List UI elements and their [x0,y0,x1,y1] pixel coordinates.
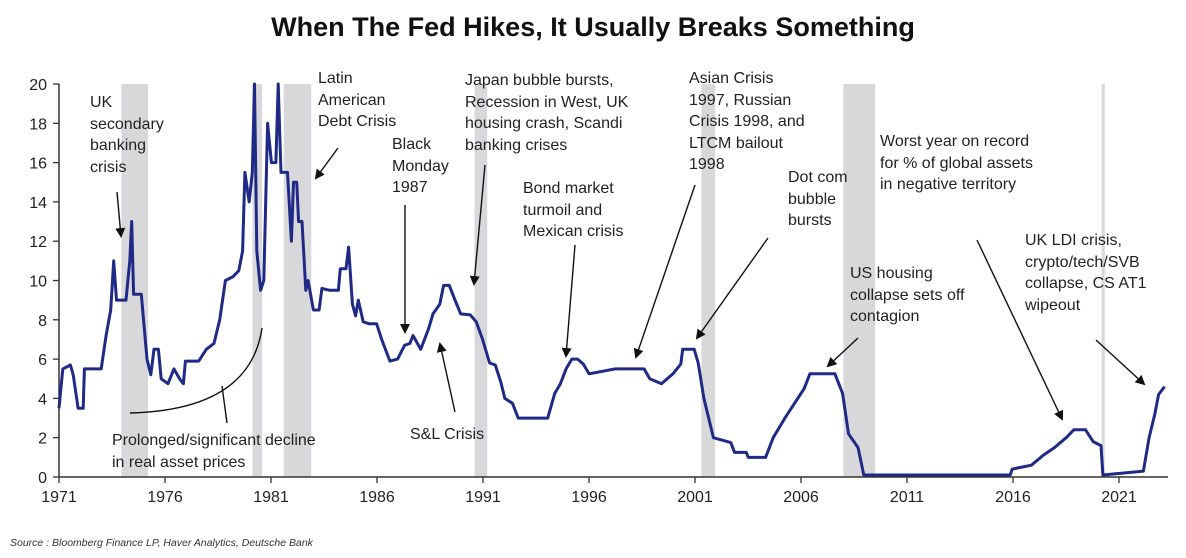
annotation-line: secondary [90,115,164,133]
annotation-real-asset-decline: Prolonged/significant decline in real ass… [112,430,316,473]
annotation-line: Mexican crisis [523,223,624,240]
annotation-line: crypto/tech/SVB [1025,253,1140,271]
annotation-line: 1987 [392,179,428,196]
shaded-period [252,84,263,477]
annotation-sl-crisis: S&L Crisis [410,424,484,446]
annotation-line: Latin [318,70,353,87]
annotation-arrow [561,244,576,358]
annotation-line: UK LDI crisis, [1025,232,1122,249]
rate-line [57,82,1166,477]
y-tick-label: 2 [38,431,47,448]
y-tick-label: 16 [29,156,47,173]
annotation-bond-market-turmoil: Bond market turmoil and Mexican crisis [523,178,623,243]
annotation-line: bursts [788,212,832,229]
annotation-line: LTCM bailout [689,134,783,152]
annotation-line: wipeout [1025,296,1081,314]
annotation-japan-bubble: Japan bubble bursts, Recession in West, U… [465,70,628,156]
annotation-line: 1998 [689,156,725,173]
annotation-arrow [826,337,859,368]
y-tick-label: 4 [38,391,47,408]
x-tick-label: 2011 [890,489,925,506]
annotation-line: American [318,91,386,109]
annotation-line: bubble [788,190,837,208]
shaded-period [701,84,716,477]
annotation-line: Asian Crisis [689,70,774,87]
annotation-line: in negative territory [880,176,1017,193]
shaded-period [843,84,876,477]
annotation-uk-ldi-svb: UK LDI crisis, crypto/tech/SVB collapse, C… [1025,230,1147,316]
x-tick-label: 1971 [41,489,77,506]
annotation-line: Debt Crisis [318,113,397,130]
annotation-black-monday: Black Monday 1987 [392,134,449,199]
x-tick-label: 1996 [571,489,607,506]
annotation-asian-russian-ltcm: Asian Crisis 1997, Russian Crisis 1998, an… [689,68,805,176]
annotation-uk-secondary-banking: UK secondary banking crisis [90,92,164,178]
annotation-arrow [633,184,696,359]
x-tick-label: 2006 [783,489,819,506]
annotation-line: collapse, CS AT1 [1025,275,1147,292]
source-note: Source : Bloomberg Finance LP, Haver Ana… [10,537,313,549]
annotation-line: S&L Crisis [410,426,485,443]
annotation-line: banking crises [465,136,568,154]
annotation-line: contagion [850,308,920,325]
annotation-arrow [314,147,339,180]
annotation-line: US housing [850,265,933,282]
annotation-line: UK [90,94,113,111]
annotation-line: 1997, Russian [689,91,792,109]
annotation-line: Japan bubble bursts, [465,72,614,89]
annotation-arrow [436,342,456,413]
chart-title: When The Fed Hikes, It Usually Breaks So… [271,12,915,42]
annotation-line: crisis [90,158,127,176]
annotation-arrow [695,237,769,340]
annotation-line: banking [90,137,147,154]
y-tick-label: 14 [29,195,47,212]
annotation-line: Monday [392,157,449,175]
annotation-line: Crisis 1998, and [689,113,805,130]
x-tick-label: 2001 [677,489,713,506]
annotation-line: Worst year on record [880,133,1030,150]
y-tick-label: 20 [29,77,47,94]
y-tick-label: 8 [38,313,47,330]
decline-pointer [221,385,228,424]
annotation-line: Bond market [523,180,614,197]
annotation-arrow [115,191,126,238]
x-tick-label: 2021 [1101,489,1137,506]
shaded-period [1101,84,1105,477]
annotation-arrow [469,164,486,286]
annotation-line: collapse sets off [850,286,965,304]
y-tick-label: 12 [29,234,47,251]
y-tick-label: 0 [38,470,47,487]
x-tick-label: 2016 [995,489,1031,506]
annotation-latin-american-debt: Latin American Debt Crisis [318,68,396,133]
annotation-line: Prolonged/significant decline [112,432,316,449]
annotation-line: Black [392,136,432,153]
x-tick-label: 1981 [253,489,289,506]
y-tick-label: 10 [29,274,47,291]
annotation-line: Recession in West, UK [465,93,629,111]
y-tick-label: 18 [29,116,47,133]
annotation-worst-year: Worst year on record for % of global asse… [880,131,1033,196]
annotation-line: for % of global assets [880,154,1033,172]
x-tick-label: 1986 [359,489,395,506]
annotation-arrow [976,239,1064,421]
y-tick-label: 6 [38,352,47,369]
annotation-arrow [1095,339,1146,386]
annotation-line: in real asset prices [112,453,246,471]
annotation-us-housing: US housing collapse sets off contagion [850,263,964,328]
x-tick-label: 1991 [465,489,501,506]
annotation-dot-com: Dot com bubble bursts [788,167,848,232]
annotation-line: turmoil and [523,201,603,219]
annotation-line: housing crash, Scandi [465,115,623,132]
x-tick-label: 1976 [147,489,183,506]
annotation-line: Dot com [788,169,848,186]
